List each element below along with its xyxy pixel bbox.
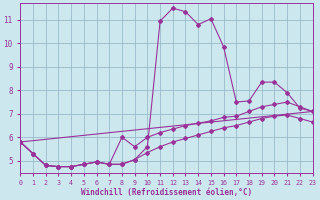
X-axis label: Windchill (Refroidissement éolien,°C): Windchill (Refroidissement éolien,°C)	[81, 188, 252, 197]
